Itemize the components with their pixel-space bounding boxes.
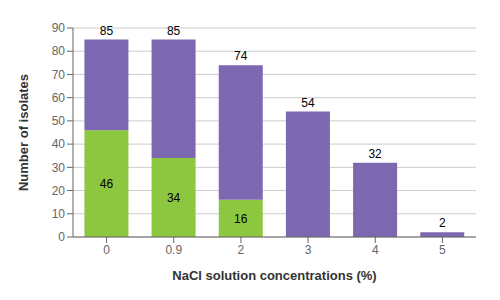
svg-text:60: 60 bbox=[52, 91, 66, 105]
svg-text:0.9: 0.9 bbox=[165, 243, 182, 257]
svg-text:3: 3 bbox=[305, 243, 312, 257]
svg-text:5: 5 bbox=[439, 243, 446, 257]
svg-text:34: 34 bbox=[167, 191, 181, 205]
svg-text:54: 54 bbox=[301, 96, 315, 110]
svg-text:74: 74 bbox=[234, 49, 248, 63]
svg-text:NaCl solution concentrations (: NaCl solution concentrations (%) bbox=[172, 268, 376, 283]
svg-text:70: 70 bbox=[52, 68, 66, 82]
svg-text:16: 16 bbox=[234, 212, 248, 226]
svg-text:46: 46 bbox=[100, 177, 114, 191]
svg-text:30: 30 bbox=[52, 161, 66, 175]
svg-text:80: 80 bbox=[52, 44, 66, 58]
svg-text:4: 4 bbox=[372, 243, 379, 257]
svg-text:0: 0 bbox=[58, 230, 65, 244]
svg-text:85: 85 bbox=[100, 24, 114, 38]
svg-text:50: 50 bbox=[52, 114, 66, 128]
svg-text:2: 2 bbox=[439, 216, 446, 230]
svg-text:85: 85 bbox=[167, 24, 181, 38]
svg-text:32: 32 bbox=[368, 147, 382, 161]
svg-text:90: 90 bbox=[52, 21, 66, 35]
svg-text:10: 10 bbox=[52, 207, 66, 221]
svg-text:40: 40 bbox=[52, 137, 66, 151]
svg-text:0: 0 bbox=[103, 243, 110, 257]
svg-text:Number of isolates: Number of isolates bbox=[16, 74, 31, 191]
svg-text:20: 20 bbox=[52, 184, 66, 198]
svg-text:2: 2 bbox=[238, 243, 245, 257]
